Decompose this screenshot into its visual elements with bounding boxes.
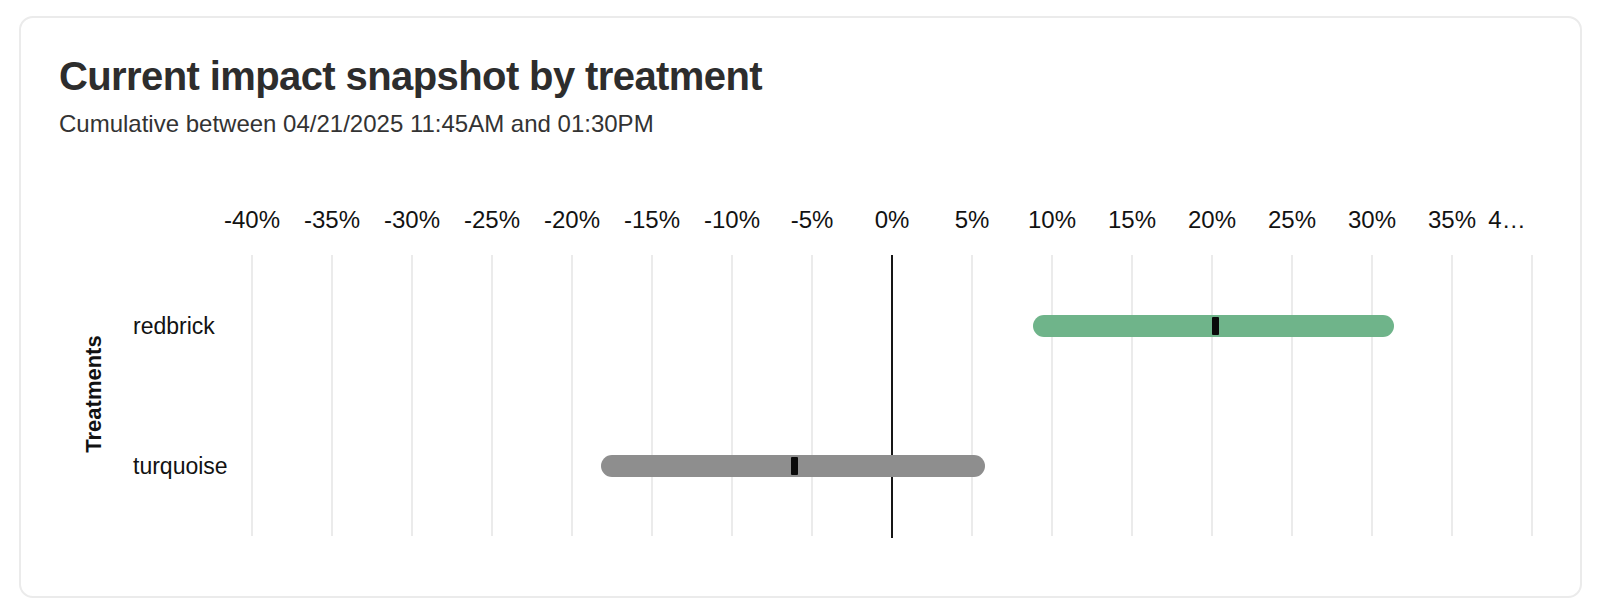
x-gridline <box>1451 255 1453 536</box>
x-gridline <box>491 255 493 536</box>
x-tick-label: 5% <box>927 206 1017 234</box>
x-gridline <box>331 255 333 536</box>
x-tick-label: 20% <box>1167 206 1257 234</box>
x-tick-label: 15% <box>1087 206 1177 234</box>
x-tick-label: 30% <box>1327 206 1417 234</box>
x-gridline <box>1051 255 1053 536</box>
mid-marker-turquoise <box>791 457 798 475</box>
x-tick-label: -5% <box>767 206 857 234</box>
x-gridline <box>411 255 413 536</box>
x-tick-label: -15% <box>607 206 697 234</box>
x-gridline <box>651 255 653 536</box>
y-axis-title: Treatments <box>81 335 107 452</box>
impact-chart: -40%-35%-30%-25%-20%-15%-10%-5%0%5%10%15… <box>21 18 1580 596</box>
x-tick-label: -10% <box>687 206 777 234</box>
zero-line <box>891 255 893 538</box>
x-gridline <box>1291 255 1293 536</box>
x-tick-label: -20% <box>527 206 617 234</box>
impact-snapshot-card: Current impact snapshot by treatment Cum… <box>19 16 1582 598</box>
x-gridline <box>731 255 733 536</box>
x-gridline <box>811 255 813 536</box>
x-gridline <box>571 255 573 536</box>
x-gridline <box>1531 255 1533 536</box>
x-gridline <box>1131 255 1133 536</box>
x-gridline <box>1211 255 1213 536</box>
x-tick-label: -40% <box>207 206 297 234</box>
x-tick-label: -25% <box>447 206 537 234</box>
category-label-turquoise: turquoise <box>133 453 228 480</box>
category-label-redbrick: redbrick <box>133 313 215 340</box>
x-tick-label: 0% <box>847 206 937 234</box>
x-tick-label: 4… <box>1462 206 1552 234</box>
mid-marker-redbrick <box>1212 317 1219 335</box>
x-tick-label: -35% <box>287 206 377 234</box>
x-gridline <box>251 255 253 536</box>
x-tick-label: 25% <box>1247 206 1337 234</box>
x-tick-label: 10% <box>1007 206 1097 234</box>
x-gridline <box>971 255 973 536</box>
x-gridline <box>1371 255 1373 536</box>
x-tick-label: -30% <box>367 206 457 234</box>
